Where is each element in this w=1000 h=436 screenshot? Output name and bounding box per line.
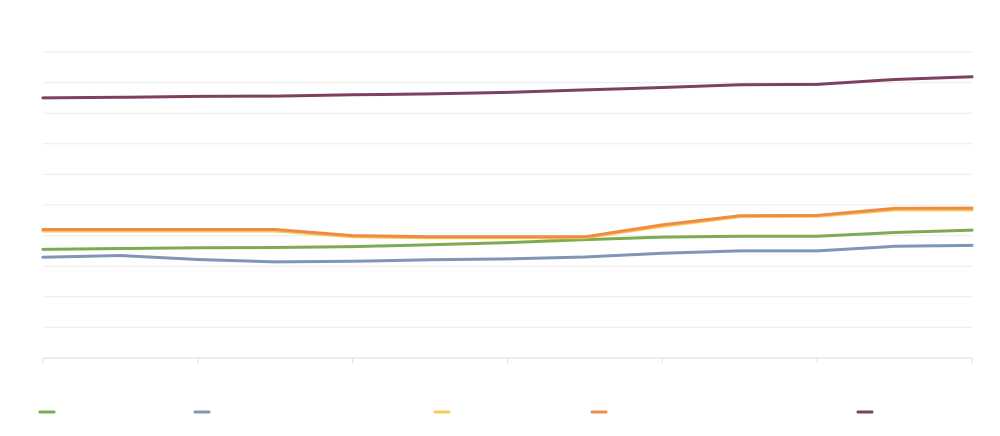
x-axis [42, 357, 973, 363]
series-line-4 [41, 206, 974, 239]
series-lines [41, 75, 974, 264]
series-line-1 [41, 228, 974, 251]
gridlines [43, 51, 972, 328]
series-line-2 [41, 243, 974, 264]
series-line-5 [41, 75, 974, 100]
